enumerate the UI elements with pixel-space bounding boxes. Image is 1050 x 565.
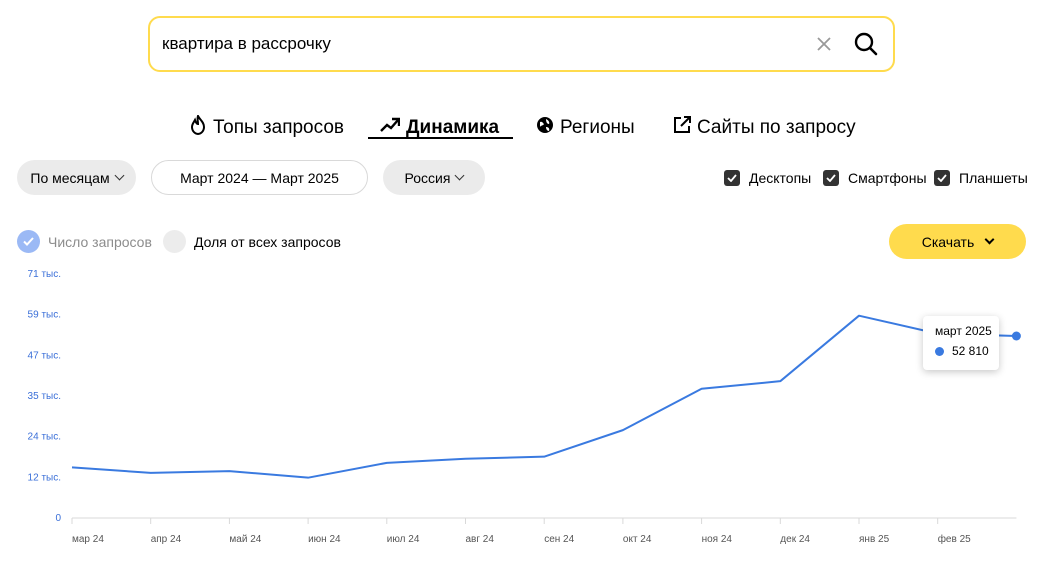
period-group-label: По месяцам — [30, 169, 110, 186]
chevron-down-icon — [984, 234, 995, 245]
y-tick-label: 24 тыс. — [28, 432, 61, 443]
region-select[interactable]: Россия — [383, 160, 485, 195]
device-smartphone-label: Смартфоны — [848, 170, 927, 186]
x-tick-label: мар 24 — [72, 534, 104, 545]
region-label: Россия — [404, 169, 451, 186]
checkbox-checked-icon — [724, 170, 740, 186]
y-tick-label: 47 тыс. — [28, 350, 61, 361]
check-icon — [17, 230, 40, 253]
tab-sites-label: Сайты по запросу — [697, 117, 856, 138]
fire-icon — [189, 113, 207, 141]
tab-dynamics-label: Динамика — [406, 117, 500, 138]
line-chart: 0 12 тыс. 24 тыс. 35 тыс. 47 тыс. 59 тыс. 71 т… — [28, 269, 1021, 545]
tab-tops-label: Топы запросов — [213, 117, 344, 138]
tab-dynamics[interactable]: Динамика — [380, 114, 499, 142]
globe-icon — [536, 116, 554, 140]
x-tick-label: июн 24 — [308, 534, 341, 545]
x-tick-label: сен 24 — [544, 534, 574, 545]
device-desktop-label: Десктопы — [749, 170, 812, 186]
device-smartphone-checkbox[interactable]: Смартфоны — [823, 170, 927, 186]
y-tick-label: 0 — [55, 513, 61, 524]
tab-sites[interactable]: Сайты по запросу — [673, 114, 856, 142]
checkbox-checked-icon — [823, 170, 839, 186]
chevron-down-icon — [114, 170, 125, 181]
chevron-down-icon — [455, 170, 465, 181]
external-link-icon — [673, 116, 691, 140]
download-label: Скачать — [921, 233, 975, 250]
y-tick-label: 35 тыс. — [28, 391, 61, 402]
tooltip-date: март 2025 — [935, 324, 992, 338]
tab-active-underline — [368, 137, 513, 139]
search-value[interactable]: квартира в рассрочку — [162, 34, 331, 53]
tab-regions-label: Регионы — [560, 117, 635, 138]
device-tablet-label: Планшеты — [959, 170, 1028, 186]
chart-tooltip: март 2025 52 810 — [923, 316, 999, 370]
x-tick-label: янв 25 — [859, 534, 890, 545]
device-tablet-checkbox[interactable]: Планшеты — [934, 170, 1028, 186]
trend-up-icon — [380, 117, 401, 139]
series-dot-icon — [935, 346, 944, 356]
y-tick-label: 71 тыс. — [28, 269, 61, 280]
date-range-picker[interactable]: Март 2024 — Март 2025 — [151, 160, 368, 195]
x-tick-label: май 24 — [229, 534, 261, 545]
x-tick-label: июл 24 — [387, 534, 420, 545]
tooltip-value: 52 810 — [952, 344, 989, 358]
search-icon[interactable] — [853, 31, 879, 62]
period-group-select[interactable]: По месяцам — [17, 160, 136, 195]
clear-icon[interactable] — [815, 35, 833, 58]
x-tick-label: дек 24 — [780, 534, 810, 545]
tab-regions[interactable]: Регионы — [536, 114, 635, 142]
checkbox-checked-icon — [934, 170, 950, 186]
x-tick-label: ноя 24 — [702, 534, 733, 545]
tab-tops[interactable]: Топы запросов — [189, 113, 344, 142]
y-tick-label: 59 тыс. — [28, 310, 61, 321]
download-button[interactable]: Скачать — [889, 224, 1026, 259]
metric-share-label: Доля от всех запросов — [194, 233, 341, 250]
metric-count-label: Число запросов — [48, 233, 152, 250]
x-tick-label: авг 24 — [466, 534, 495, 545]
device-desktop-checkbox[interactable]: Десктопы — [724, 170, 811, 186]
x-tick-label: апр 24 — [151, 534, 182, 545]
search-input[interactable]: квартира в рассрочку — [148, 16, 895, 72]
series-point-highlight[interactable] — [1011, 331, 1021, 341]
metric-count-toggle[interactable]: Число запросов — [17, 230, 152, 253]
unchecked-circle-icon — [163, 230, 186, 253]
series-line — [71, 314, 1017, 479]
date-range-label: Март 2024 — Март 2025 — [180, 169, 339, 186]
x-tick-label: фев 25 — [938, 533, 971, 545]
metric-share-toggle[interactable]: Доля от всех запросов — [163, 230, 341, 253]
x-tick-label: окт 24 — [623, 534, 652, 545]
y-tick-label: 12 тыс. — [28, 472, 61, 483]
